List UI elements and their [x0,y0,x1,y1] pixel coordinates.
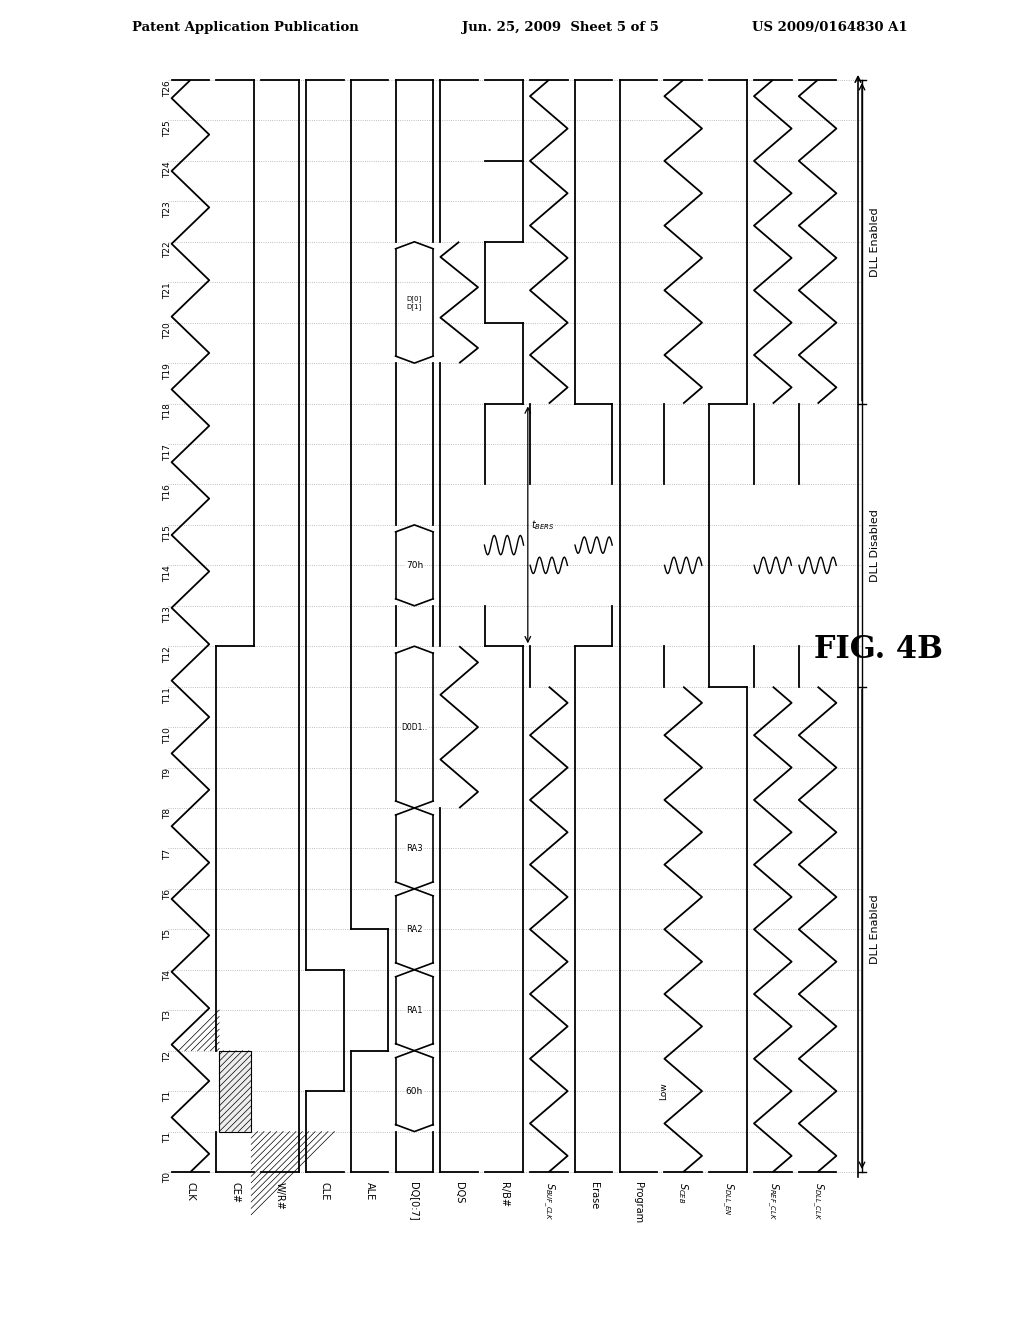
Text: D0D1..: D0D1.. [401,722,427,731]
Text: RA3: RA3 [407,843,423,853]
Text: T7: T7 [163,849,172,859]
Text: Erase: Erase [589,1181,599,1209]
Text: T21: T21 [163,282,172,298]
Text: DLL Enabled: DLL Enabled [870,895,880,964]
Text: 60h: 60h [406,1086,423,1096]
Text: Program: Program [634,1181,643,1224]
Text: T17: T17 [163,444,172,461]
Text: D[0]
D[1]: D[0] D[1] [407,296,422,310]
Text: $t_{BERS}$: $t_{BERS}$ [530,517,554,532]
Text: T3: T3 [163,1010,172,1022]
Text: T6: T6 [163,888,172,900]
Text: T13: T13 [163,606,172,623]
Text: T23: T23 [163,202,172,218]
Text: T0: T0 [163,1172,172,1183]
Text: T19: T19 [163,363,172,380]
Text: Patent Application Publication: Patent Application Publication [132,21,358,33]
Text: $S_{DLL\_EN}$: $S_{DLL\_EN}$ [721,1181,735,1216]
Text: T16: T16 [163,484,172,502]
Text: 70h: 70h [406,561,423,570]
Text: DQS: DQS [455,1181,464,1204]
Text: T5: T5 [163,929,172,940]
Text: DQ[0:7]: DQ[0:7] [410,1181,420,1221]
Text: T12: T12 [163,647,172,663]
Text: T26: T26 [163,81,172,96]
Text: $S_{CEB}$: $S_{CEB}$ [676,1181,690,1204]
Text: W/R#: W/R# [275,1181,285,1210]
Text: T18: T18 [163,404,172,421]
Text: CLE: CLE [319,1181,330,1200]
Text: R/B#: R/B# [499,1181,509,1206]
Text: $S_{REF\_CLK}$: $S_{REF\_CLK}$ [765,1181,780,1220]
Text: T15: T15 [163,525,172,541]
Text: RA1: RA1 [407,1006,423,1015]
Text: DLL Disabled: DLL Disabled [870,508,880,582]
Text: T4: T4 [163,970,172,981]
Text: DLL Enabled: DLL Enabled [870,207,880,277]
Text: T9: T9 [163,767,172,779]
Text: T10: T10 [163,727,172,744]
Text: T22: T22 [163,242,172,259]
Text: Low: Low [659,1082,669,1100]
Text: T1: T1 [163,1131,172,1143]
Text: CE#: CE# [230,1181,241,1203]
Text: T8: T8 [163,808,172,820]
Text: FIG. 4B: FIG. 4B [813,635,942,665]
Text: ALE: ALE [365,1181,375,1200]
Text: T24: T24 [163,161,172,177]
Text: $S_{BUF\_CLK}$: $S_{BUF\_CLK}$ [542,1181,556,1221]
Text: T11: T11 [163,686,172,704]
Text: T25: T25 [163,120,172,137]
Bar [219,1051,251,1131]
Text: Jun. 25, 2009  Sheet 5 of 5: Jun. 25, 2009 Sheet 5 of 5 [462,21,658,33]
Text: RA2: RA2 [407,925,423,933]
Text: T1: T1 [163,1092,172,1102]
Text: $S_{DLL\_CLK}$: $S_{DLL\_CLK}$ [810,1181,825,1220]
Text: US 2009/0164830 A1: US 2009/0164830 A1 [752,21,907,33]
Text: CLK: CLK [185,1181,196,1201]
Text: T2: T2 [163,1051,172,1061]
Text: T20: T20 [163,322,172,339]
Text: T14: T14 [163,565,172,582]
